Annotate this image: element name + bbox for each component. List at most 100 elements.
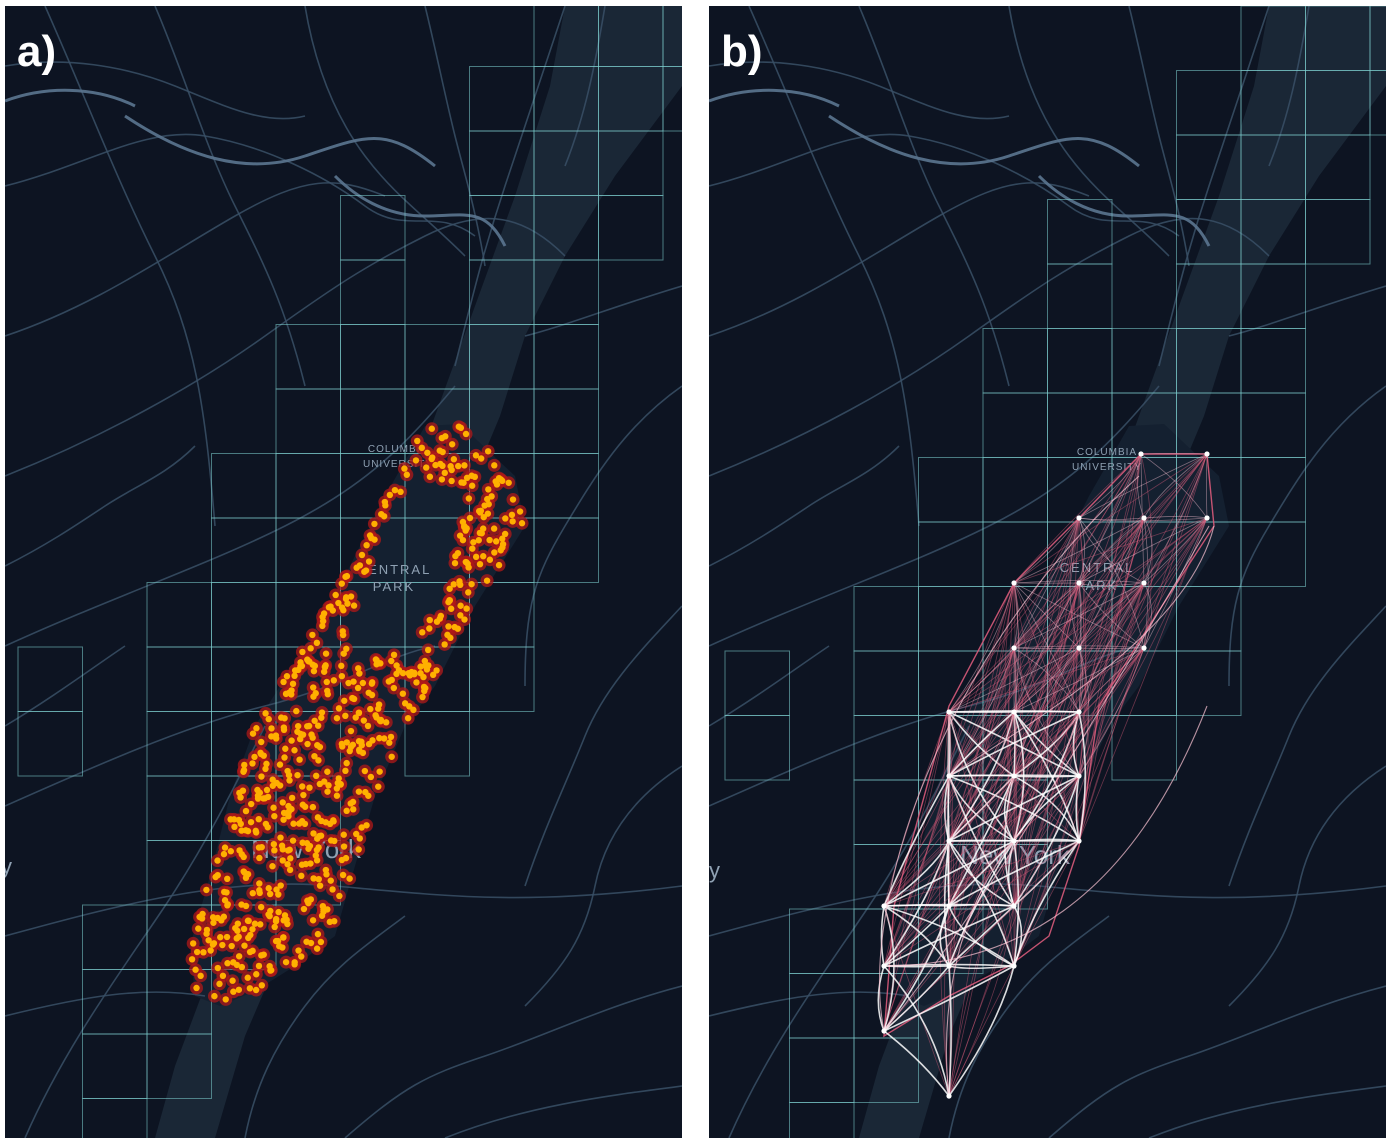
flow-6-16 [1078,582,1087,777]
flow-4-9 [1078,517,1208,649]
pickup-point-164 [446,585,453,592]
columbia-label-line2: UNIVERSITY [363,459,433,470]
pickup-point-605 [376,717,384,724]
pickup-point-595 [428,425,436,432]
pickup-point-286 [461,462,468,469]
central-park-label-line2: PARK [373,579,415,594]
flow-6-20 [883,582,1080,907]
flow-16-26 [883,775,1080,1032]
pickup-point-36 [258,773,265,780]
flow-6-22 [1013,582,1080,907]
pickup-point-488 [311,752,318,760]
flow-6-7 [1078,582,1145,587]
pickup-point-411 [353,564,360,571]
pickup-point-387 [263,786,271,794]
columbia-label-line1: COLUMBIA [368,444,428,455]
pickup-point-210 [304,740,311,748]
grid-cell-69 [662,6,682,67]
pickup-point-567 [509,518,516,525]
pickup-point-412 [456,578,463,585]
road-16 [5,991,206,1017]
pickup-point-538 [342,573,349,580]
pickup-point-416 [343,759,350,767]
pickup-point-609 [258,738,265,746]
pickup-point-374 [291,672,298,680]
flow-15-17 [948,775,1015,842]
flow-4-13 [1078,517,1208,713]
pickup-point-540 [253,971,260,978]
pickup-point-135 [234,920,242,927]
pickup-point-221 [462,558,470,566]
road-20 [5,645,126,727]
pickup-point-612 [436,447,443,454]
pickup-point-426 [217,934,224,941]
pickup-point-12 [342,767,349,775]
pickup-point-483 [509,496,517,503]
pickup-point-471 [257,921,264,928]
pickup-point-614 [349,741,357,748]
major-road-1 [333,174,507,247]
pickup-point-365 [200,949,207,956]
grid-cell-13 [853,1037,919,1103]
pickup-point-194 [221,844,229,851]
pickup-point-572 [484,510,492,517]
flow-8-17 [948,647,1015,842]
pickup-point-566 [244,974,251,981]
pickup-point-354 [419,629,426,636]
pickup-point-608 [275,908,282,916]
pickup-point-309 [481,502,488,509]
pickup-point-187 [219,941,226,949]
pickup-point-18 [224,960,231,967]
flow-16-19 [1075,775,1080,842]
pickup-point-165 [274,937,282,945]
pickup-point-604 [337,781,344,788]
pickup-point-569 [252,986,260,994]
pickup-point-402 [279,944,286,951]
pickup-point-521 [310,875,317,882]
pickup-point-562 [353,830,360,838]
pickup-point-250 [477,455,485,462]
flow-6-18 [1013,582,1080,842]
flow-25-26 [883,965,1015,1032]
pickup-point-546 [269,776,276,783]
pickup-point-3 [424,449,431,456]
flow-6-9 [1078,582,1082,649]
pickup-point-315 [240,925,248,933]
flow-9-15 [1013,647,1080,777]
flow-12-14 [948,711,1015,777]
flow-9-20 [883,647,1080,907]
pickup-point-117 [361,767,369,775]
flow-5-21 [948,582,1015,907]
pickup-point-589 [295,947,302,954]
flow-16-23 [883,775,1080,967]
flow-2-8 [1013,517,1080,649]
pickup-point-429 [303,840,311,847]
pickup-point-184 [289,680,297,688]
flow-1-5 [1013,453,1208,584]
flow-15-23 [883,775,1015,967]
flow-10-20 [883,647,1145,907]
pickup-point-214 [246,985,254,992]
flow-node-9 [1076,645,1082,651]
central-park-label-line1: CENTRAL [1060,560,1135,575]
flow-20-23 [880,905,885,967]
flow-0-4 [1140,453,1208,519]
road-15 [1148,1085,1386,1138]
flow-0-18 [1013,453,1142,842]
flow-3-16 [1078,517,1145,777]
pickup-point-422 [355,709,363,716]
pickup-point-272 [279,857,286,864]
pickup-point-238 [363,541,370,549]
flow-21-25 [948,905,1015,967]
pickup-point-384 [356,670,363,677]
pickup-point-118 [404,714,412,722]
major-road-0 [828,114,1140,168]
pickup-point-306 [350,602,358,609]
flow-11-26 [883,711,950,1032]
pickup-point-442 [282,958,290,966]
pickup-point-528 [297,735,304,743]
flow-7-11 [948,582,1145,713]
pickup-point-467 [272,915,280,923]
pickup-point-4 [419,693,426,701]
pickup-point-395 [437,460,444,468]
